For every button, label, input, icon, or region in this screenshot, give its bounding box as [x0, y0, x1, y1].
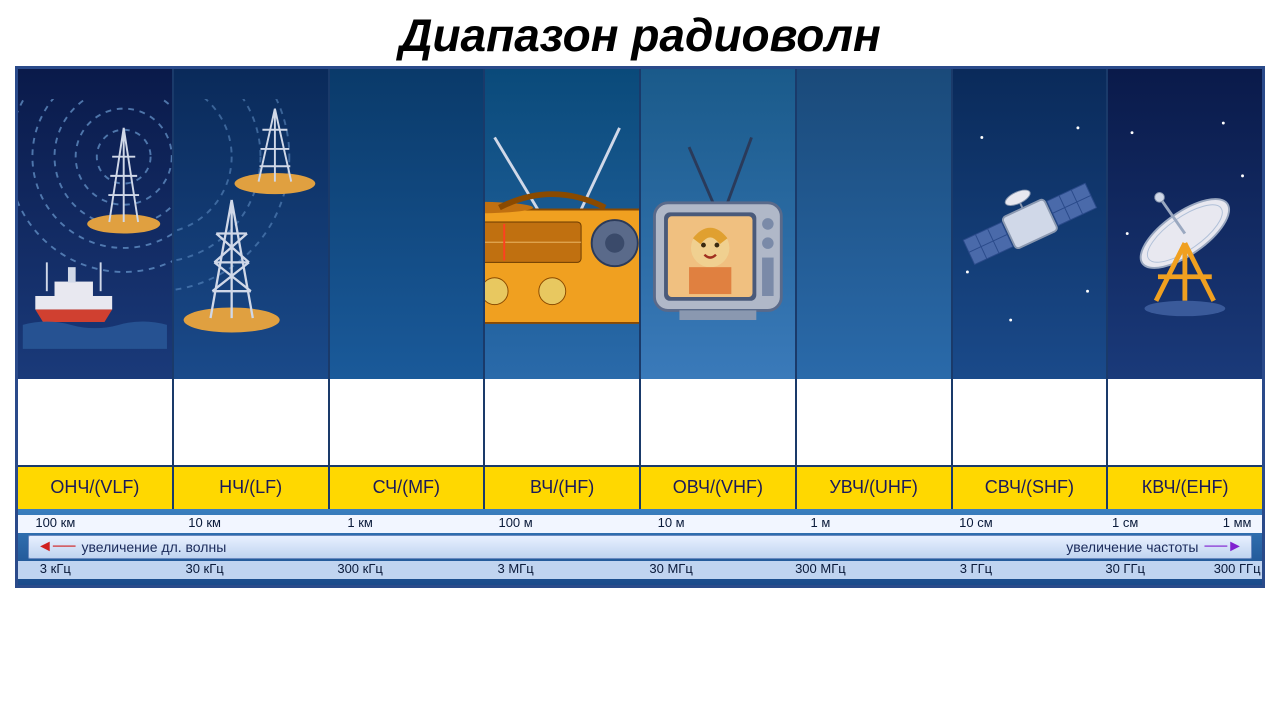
satellite-icon — [953, 99, 1107, 349]
band-mf: СВ/ДВ вещание, морская связь СЧ/(MF) — [330, 69, 486, 509]
wavelength-scale: 100 км 10 км 1 км 100 м 10 м 1 м 10 см 1 см 1 мм — [18, 515, 1262, 533]
label-vlf: ОНЧ/(VLF) — [18, 465, 172, 509]
tick-label: 100 м — [498, 515, 532, 530]
towers-icon — [174, 99, 328, 349]
bands-row: морская навигация ОНЧ/(VLF) — [18, 69, 1262, 509]
spectrum-chart: морская навигация ОНЧ/(VLF) — [15, 66, 1265, 588]
desc-lf: навигационное оборудование напр. Loran-C — [174, 379, 328, 465]
illus-mf — [330, 69, 484, 379]
tick-label: 300 МГц — [795, 561, 846, 576]
page-title: Диапазон радиоволн — [0, 0, 1280, 66]
tick-label: 1 мм — [1223, 515, 1252, 530]
tick-label: 1 см — [1112, 515, 1138, 530]
radio-icon — [485, 99, 639, 349]
band-ehf: радиоастрономия, радарные посадочные сис… — [1108, 69, 1262, 509]
tick-label: 3 МГц — [498, 561, 534, 576]
desc-uhf: ДМВ ТВ, сотовая связь, GPS, подвижная св… — [797, 379, 951, 465]
tick-label: 1 км — [347, 515, 372, 530]
band-vlf: морская навигация ОНЧ/(VLF) — [18, 69, 174, 509]
tick-label: 300 ГГц — [1214, 561, 1261, 576]
label-mf: СЧ/(MF) — [330, 465, 484, 509]
axis-left-label: увеличение дл. волны — [82, 539, 227, 555]
dish-icon — [1108, 99, 1262, 349]
arrow-left-icon: ◄── — [37, 538, 76, 556]
label-shf: СВЧ/(SHF) — [953, 465, 1107, 509]
illus-vhf — [641, 69, 795, 379]
tick-label: 300 кГц — [337, 561, 382, 576]
label-hf: ВЧ/(HF) — [485, 465, 639, 509]
tick-label: 10 м — [658, 515, 685, 530]
band-shf: космическая и спутниковая связь, радиоре… — [953, 69, 1109, 509]
band-lf: навигационное оборудование напр. Loran-C… — [174, 69, 330, 509]
tick-label: 30 кГц — [185, 561, 223, 576]
tv-icon — [641, 99, 795, 349]
tick-label: 10 км — [188, 515, 221, 530]
scale-area: 100 км 10 км 1 км 100 м 10 м 1 м 10 см 1 см 1 мм… — [18, 509, 1262, 585]
illus-ehf — [1108, 69, 1262, 379]
label-vhf: ОВЧ/(VHF) — [641, 465, 795, 509]
frequency-scale: 3 кГц 30 кГц 300 кГц 3 МГц 30 МГц 300 МГц 3 ГГ… — [18, 561, 1262, 579]
desc-hf: КВ вещание, КВ связь — [485, 379, 639, 465]
axis-left: ◄── увеличение дл. волны — [37, 538, 226, 556]
tick-label: 3 ГГц — [960, 561, 992, 576]
illus-uhf — [797, 69, 951, 379]
desc-shf: космическая и спутниковая связь, радиоре… — [953, 379, 1107, 465]
label-lf: НЧ/(LF) — [174, 465, 328, 509]
tick-label: 10 см — [959, 515, 993, 530]
desc-vlf: морская навигация — [18, 379, 172, 465]
tick-label: 3 кГц — [40, 561, 71, 576]
band-uhf: ДМВ ТВ, сотовая связь, GPS, подвижная св… — [797, 69, 953, 509]
arrow-right-icon: ──► — [1204, 538, 1243, 556]
axis-right: увеличение частоты ──► — [1066, 538, 1243, 556]
tick-label: 30 ГГц — [1105, 561, 1145, 576]
ship-tower-icon — [18, 99, 172, 349]
illus-shf — [953, 69, 1107, 379]
desc-mf: СВ/ДВ вещание, морская связь — [330, 379, 484, 465]
axis-bar: ◄── увеличение дл. волны увеличение част… — [28, 535, 1252, 559]
tick-label: 30 МГц — [649, 561, 692, 576]
band-hf: КВ вещание, КВ связь ВЧ/(HF) — [485, 69, 641, 509]
tick-label: 1 м — [810, 515, 830, 530]
label-uhf: УВЧ/(UHF) — [797, 465, 951, 509]
label-ehf: КВЧ/(EHF) — [1108, 465, 1262, 509]
illus-lf — [174, 69, 328, 379]
desc-vhf: МВ ТВ, УКВ вещание, подвижная связь — [641, 379, 795, 465]
axis-right-label: увеличение частоты — [1066, 539, 1198, 555]
illus-hf — [485, 69, 639, 379]
band-vhf: МВ ТВ, УКВ вещание, подвижная связь ОВЧ/… — [641, 69, 797, 509]
tick-label: 100 км — [35, 515, 75, 530]
desc-ehf: радиоастрономия, радарные посадочные сис… — [1108, 379, 1262, 465]
illus-vlf — [18, 69, 172, 379]
